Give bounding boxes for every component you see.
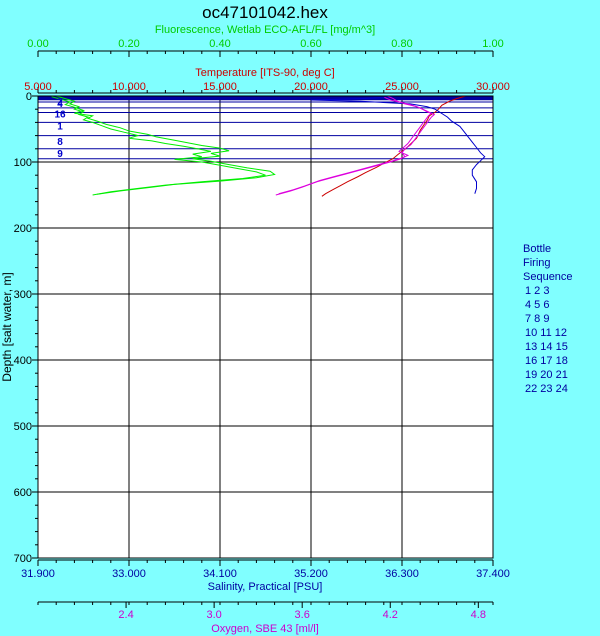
depth-axis: 0 100 200 300 400 500 600 700 xyxy=(14,91,39,565)
oxygen-axis: 2.4 3.0 3.6 4.2 4.8 xyxy=(37,601,494,621)
fluorescence-axis-label: Fluorescence, Wetlab ECO-AFL/FL [mg/m^3] xyxy=(155,24,375,36)
temperature-tick-label: 10.000 xyxy=(112,81,146,93)
bottle-lines xyxy=(38,95,493,160)
salinity-tick-label: 33.000 xyxy=(112,568,146,580)
oxygen-series-line xyxy=(278,96,433,195)
salinity-series-line xyxy=(310,95,486,194)
oxygen-axis-label: Oxygen, SBE 43 [ml/l] xyxy=(211,623,319,635)
oxygen-tick-label: 3.0 xyxy=(206,609,221,621)
fluorescence-tick-label: 0.40 xyxy=(209,38,230,50)
depth-tick-label: 400 xyxy=(14,355,32,367)
bottle-marker-label: 16 xyxy=(54,109,66,120)
legend-row: 7 8 9 xyxy=(525,313,549,325)
legend-row: 16 17 18 xyxy=(525,355,568,367)
bottle-marker-label: 2 xyxy=(57,97,63,108)
salinity-tick-label: 37.400 xyxy=(476,568,510,580)
salinity-tick-label: 34.100 xyxy=(203,568,237,580)
legend-row: 10 11 12 xyxy=(525,327,567,339)
legend-row: 13 14 15 xyxy=(525,341,568,353)
depth-tick-label: 600 xyxy=(14,487,32,499)
temperature-tick-label: 30.000 xyxy=(476,81,510,93)
legend-row: 1 2 3 xyxy=(525,285,549,297)
depth-tick-label: 500 xyxy=(14,421,32,433)
temperature-tick-label: 15.000 xyxy=(203,81,237,93)
salinity-axis: 31.900 33.000 34.100 35.200 36.300 37.400 xyxy=(21,559,510,580)
legend-row: 19 20 21 xyxy=(525,369,568,381)
oxygen-tick-label: 2.4 xyxy=(118,609,133,621)
bottle-marker-label: 8 xyxy=(57,137,63,148)
depth-tick-label: 0 xyxy=(26,91,32,103)
temperature-axis-label: Temperature [ITS-90, deg C] xyxy=(195,67,334,79)
grid-lines xyxy=(38,96,493,558)
series-group xyxy=(51,95,486,197)
chart-title: oc47101042.hex xyxy=(202,3,328,22)
salinity-tick-label: 36.300 xyxy=(385,568,419,580)
bottle-marker-label: 9 xyxy=(57,149,63,160)
fluorescence-tick-label: 0.00 xyxy=(27,38,48,50)
salinity-axis-label: Salinity, Practical [PSU] xyxy=(208,581,323,593)
depth-tick-label: 300 xyxy=(14,289,32,301)
fluorescence-tick-label: 0.60 xyxy=(300,38,321,50)
fluorescence-tick-label: 0.20 xyxy=(118,38,139,50)
depth-tick-label: 100 xyxy=(14,157,32,169)
temperature-axis: 5.000 10.000 15.000 20.000 25.000 30.000 xyxy=(24,81,510,94)
depth-tick-label: 700 xyxy=(14,553,32,565)
legend-row: 4 5 6 xyxy=(525,299,549,311)
fluorescence-axis: 0.00 0.20 0.40 0.60 0.80 1.00 xyxy=(27,38,504,57)
oxygen-tick-label: 3.6 xyxy=(295,609,310,621)
temperature-series-line xyxy=(321,95,466,197)
legend-title-line: Bottle xyxy=(523,243,551,255)
oxygen-tick-label: 4.8 xyxy=(471,609,486,621)
salinity-tick-label: 35.200 xyxy=(294,568,328,580)
fluorescence-tick-label: 1.00 xyxy=(482,38,503,50)
salinity-tick-label: 31.900 xyxy=(21,568,55,580)
bottle-firing-legend: Bottle Firing Sequence 1 2 3 4 5 6 7 8 9 10 11… xyxy=(523,243,573,395)
depth-axis-label: Depth [salt water, m] xyxy=(0,272,14,381)
legend-title-line: Sequence xyxy=(523,271,573,283)
legend-title-line: Firing xyxy=(523,257,551,269)
oxygen-tick-label: 4.2 xyxy=(383,609,398,621)
temperature-tick-label: 20.000 xyxy=(294,81,328,93)
fluorescence-tick-label: 0.80 xyxy=(391,38,412,50)
depth-tick-label: 200 xyxy=(14,223,32,235)
fluorescence-series-line xyxy=(51,96,276,195)
temperature-tick-label: 5.000 xyxy=(24,81,52,93)
legend-row: 22 23 24 xyxy=(525,383,568,395)
temperature-tick-label: 25.000 xyxy=(385,81,419,93)
bottle-marker-label: 4 xyxy=(57,99,63,110)
bottle-marker-label: 1 xyxy=(57,121,63,132)
plot-background xyxy=(38,96,493,558)
